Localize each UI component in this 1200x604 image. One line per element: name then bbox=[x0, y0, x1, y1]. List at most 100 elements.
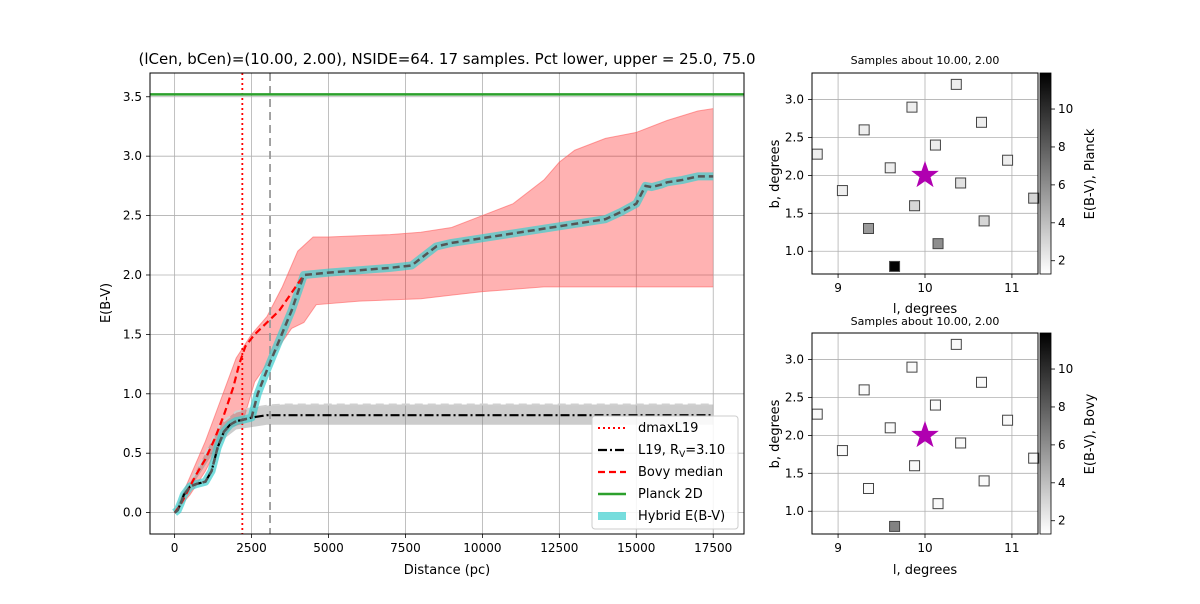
planck-colorbar-label: E(B-V), Planck bbox=[1083, 128, 1098, 219]
sample-point bbox=[884, 422, 896, 434]
y-tick-label: 2.0 bbox=[785, 168, 804, 182]
planck-samples-points bbox=[811, 78, 1040, 272]
sample-point bbox=[950, 78, 962, 90]
colorbar-tick-label: 8 bbox=[1058, 400, 1066, 414]
x-tick-label: 11 bbox=[1004, 541, 1019, 555]
x-tick-label: 7500 bbox=[390, 541, 421, 555]
sample-point bbox=[978, 215, 990, 227]
sample-point bbox=[950, 338, 962, 350]
y-tick-label: 0.0 bbox=[123, 506, 142, 520]
y-tick-label: 2.5 bbox=[785, 130, 804, 144]
planck-samples-ticks: 9 10 11 1.0 1.5 2.0 2.5 3.0 bbox=[785, 93, 1020, 295]
colorbar-tick-label: 8 bbox=[1058, 140, 1066, 154]
planck-samples-title: Samples about 10.00, 2.00 bbox=[851, 54, 1000, 67]
y-tick-label: 2.5 bbox=[123, 209, 142, 223]
sample-point bbox=[906, 101, 918, 113]
sample-point bbox=[1028, 192, 1040, 204]
bovy-percentile-band bbox=[174, 108, 714, 513]
legend-box bbox=[591, 415, 739, 530]
y-tick-label: 3.0 bbox=[785, 93, 804, 107]
sample-point bbox=[909, 200, 921, 212]
bovy-colorbar-label: E(B-V), Bovy bbox=[1083, 393, 1098, 474]
sample-point bbox=[955, 437, 967, 449]
y-tick-label: 2.0 bbox=[785, 428, 804, 442]
bovy-samples-chart: Samples about 10.00, 2.00 9 10 11 1.0 1.5 2.0… bbox=[768, 315, 1098, 578]
planck-samples-chart: Samples about 10.00, 2.00 9 10 11 1.0 1.5 2.0… bbox=[768, 54, 1098, 317]
sample-point bbox=[976, 116, 987, 128]
y-tick-label: 3.0 bbox=[785, 353, 804, 367]
legend-entry: Hybrid E(B-V) bbox=[638, 509, 725, 524]
y-tick-label: 3.0 bbox=[123, 149, 142, 163]
sample-point bbox=[932, 238, 944, 250]
y-tick-label: 0.5 bbox=[123, 446, 142, 460]
sample-point bbox=[1002, 154, 1014, 166]
sample-point bbox=[976, 376, 987, 388]
sample-point bbox=[1002, 414, 1014, 426]
colorbar-tick-label: 6 bbox=[1058, 438, 1066, 452]
colorbar-tick-label: 4 bbox=[1058, 216, 1066, 230]
hybrid-median-overlay bbox=[173, 175, 714, 514]
sample-point bbox=[811, 408, 823, 420]
bovy-samples-x-label: l, degrees bbox=[893, 563, 957, 578]
bovy-samples-title: Samples about 10.00, 2.00 bbox=[851, 315, 1000, 328]
x-tick-label: 9 bbox=[834, 541, 842, 555]
main-chart-title: (lCen, bCen)=(10.00, 2.00), NSIDE=64. 17… bbox=[138, 50, 755, 68]
main-y-axis-label: E(B-V) bbox=[99, 283, 114, 323]
planck-samples-y-label: b, degrees bbox=[768, 139, 783, 208]
sample-point bbox=[978, 475, 990, 487]
bovy-colorbar: 2 4 6 8 10 bbox=[1039, 332, 1073, 535]
x-tick-label: 11 bbox=[1004, 281, 1019, 295]
main-chart: (lCen, bCen)=(10.00, 2.00), NSIDE=64. 17… bbox=[99, 50, 756, 578]
x-tick-label: 15000 bbox=[617, 541, 655, 555]
main-ticks: 0 2500 5000 7500 10000 12500 15000 17500 0.0 0.5 1… bbox=[123, 90, 732, 555]
main-x-axis-label: Distance (pc) bbox=[404, 563, 491, 578]
legend-entry: Bovy median bbox=[638, 465, 723, 480]
sample-point bbox=[889, 520, 901, 532]
legend-entry: L19, RV=3.10 bbox=[638, 443, 725, 460]
sample-point bbox=[858, 124, 870, 136]
sample-point bbox=[884, 162, 896, 174]
x-tick-label: 5000 bbox=[313, 541, 344, 555]
bovy-samples-ticks: 9 10 11 1.0 1.5 2.0 2.5 3.0 bbox=[785, 353, 1020, 555]
y-tick-label: 1.0 bbox=[785, 504, 804, 518]
colorbar-gradient-bar bbox=[1039, 332, 1052, 535]
legend: dmaxL19 L19, RV=3.10 Bovy median Planck 2D H… bbox=[591, 415, 739, 530]
x-tick-label: 10 bbox=[917, 281, 932, 295]
x-tick-label: 10000 bbox=[463, 541, 501, 555]
sample-point bbox=[863, 482, 874, 494]
center-star-icon bbox=[911, 420, 939, 448]
bovy-samples-points bbox=[811, 338, 1040, 532]
y-tick-label: 3.5 bbox=[123, 90, 142, 104]
colorbar-tick-label: 6 bbox=[1058, 178, 1066, 192]
sample-point bbox=[932, 498, 944, 510]
sample-point bbox=[811, 148, 823, 160]
y-tick-label: 1.0 bbox=[123, 387, 142, 401]
sample-point bbox=[863, 222, 874, 234]
x-tick-label: 10 bbox=[917, 541, 932, 555]
y-tick-label: 1.5 bbox=[785, 466, 804, 480]
x-tick-label: 12500 bbox=[540, 541, 578, 555]
y-tick-label: 1.5 bbox=[123, 327, 142, 341]
y-tick-label: 1.5 bbox=[785, 206, 804, 220]
sample-point bbox=[955, 177, 967, 189]
sample-point bbox=[836, 185, 848, 197]
colorbar-tick-label: 4 bbox=[1058, 476, 1066, 490]
main-plot-frame bbox=[149, 72, 745, 535]
y-tick-label: 2.0 bbox=[123, 268, 142, 282]
sample-point bbox=[836, 445, 848, 457]
planck-samples-x-label: l, degrees bbox=[893, 302, 957, 317]
bovy-samples-y-label: b, degrees bbox=[768, 399, 783, 468]
y-tick-label: 1.0 bbox=[785, 244, 804, 258]
colorbar-tick-label: 2 bbox=[1058, 254, 1066, 268]
legend-entry: Planck 2D bbox=[638, 487, 703, 502]
colorbar-tick-label: 10 bbox=[1058, 362, 1073, 376]
sample-point bbox=[1028, 452, 1040, 464]
x-tick-label: 0 bbox=[171, 541, 179, 555]
planck-colorbar: 2 4 6 8 10 bbox=[1039, 72, 1073, 275]
x-tick-label: 9 bbox=[834, 281, 842, 295]
sample-point bbox=[929, 139, 941, 151]
legend-entry: dmaxL19 bbox=[638, 421, 698, 436]
center-star-icon bbox=[911, 160, 939, 188]
sample-point bbox=[909, 460, 921, 472]
